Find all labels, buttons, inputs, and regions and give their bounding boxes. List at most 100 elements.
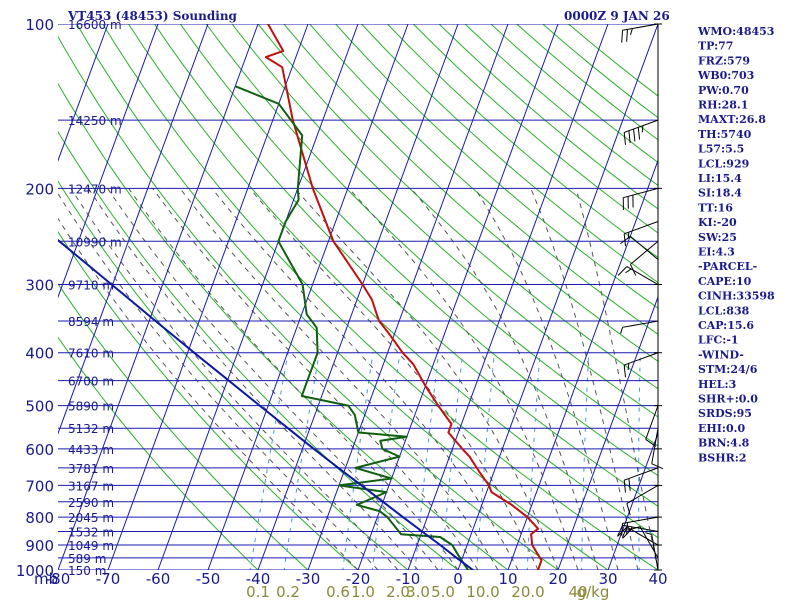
moist-adiabat-line xyxy=(58,192,379,570)
moist-adiabat-line xyxy=(575,188,658,570)
isotherm-line xyxy=(257,24,459,570)
stability-index-item: EI:4.3 xyxy=(698,246,735,259)
stability-index-item: BRN:4.8 xyxy=(698,437,750,450)
wind-barb xyxy=(623,221,659,247)
temperature-tick-label: -80 xyxy=(46,570,71,588)
moist-adiabat-line xyxy=(58,217,359,570)
pressure-tick-label: 1000 xyxy=(16,562,54,580)
wind-barb-flag xyxy=(651,463,664,470)
height-tick-label: 2045 m xyxy=(68,511,114,525)
stability-index-item: CAP:15.6 xyxy=(698,319,754,332)
wind-barb xyxy=(645,405,659,447)
wind-barb-staff xyxy=(630,240,659,265)
wind-barb-flag xyxy=(623,480,626,493)
chart-series xyxy=(58,24,543,570)
height-tick-label: 10990 m xyxy=(68,235,122,249)
stability-index-item: MAXT:26.8 xyxy=(698,113,766,126)
wind-barb-staff xyxy=(645,405,659,440)
pressure-tick-label: 600 xyxy=(25,441,54,459)
wind-barb xyxy=(621,23,659,43)
mixing-ratio-tick-label: 0.6 xyxy=(326,583,350,600)
moist-adiabat-line xyxy=(249,188,539,570)
stability-index-item: TH:5740 xyxy=(698,128,752,141)
wind-barb-staff xyxy=(622,320,659,328)
moist-adiabat-line xyxy=(87,188,419,570)
wind-barb-staff xyxy=(630,236,659,260)
temperature-tick-label: 20 xyxy=(548,570,567,588)
wind-barb-flag xyxy=(641,125,644,133)
temperature-tick-label: -70 xyxy=(96,570,121,588)
wind-barb-flag xyxy=(645,439,657,447)
height-tick-label: 3167 m xyxy=(68,479,114,493)
moist-adiabat-line xyxy=(348,188,579,570)
wind-barb-flag xyxy=(626,29,628,42)
dewpoint-profile-line xyxy=(234,85,472,570)
stability-index-item: FRZ:579 xyxy=(698,54,750,67)
dry-adiabat-line xyxy=(102,24,658,570)
wind-barb-flag xyxy=(617,526,628,537)
temperature-tick-label: 0 xyxy=(453,570,463,588)
wind-barb xyxy=(623,119,659,145)
stability-index-item: PW:0.70 xyxy=(698,84,749,97)
wind-barb xyxy=(623,352,659,378)
wind-barb xyxy=(620,320,659,334)
wind-barb xyxy=(617,266,659,285)
wind-barb-flag xyxy=(623,132,626,145)
wind-barb-staff xyxy=(651,428,659,464)
wind-barb-flag xyxy=(645,532,652,536)
wind-barb-flag xyxy=(617,266,628,276)
pressure-tick-label: 800 xyxy=(25,509,54,527)
temperature-tick-label: -40 xyxy=(246,570,271,588)
stability-index-item: TP:77 xyxy=(698,40,733,53)
stability-index-item: BSHR:2 xyxy=(698,451,747,464)
pressure-tick-label: 200 xyxy=(25,180,54,198)
dry-adiabat-line xyxy=(205,24,658,447)
isotherm-line xyxy=(507,159,658,570)
isotherm-line xyxy=(357,24,559,570)
mixing-ratio-tick-label: 1.0 xyxy=(351,583,375,600)
stability-index-item: RH:28.1 xyxy=(698,99,748,112)
isotherm-line xyxy=(607,432,658,570)
wind-barb-flag xyxy=(627,526,641,531)
wind-barb-staff xyxy=(624,467,659,481)
stability-index-item: WB0:703 xyxy=(697,69,754,82)
temperature-tick-label: -50 xyxy=(196,570,221,588)
wind-barb-staff xyxy=(626,484,659,504)
wind-barb-flag xyxy=(628,478,631,491)
isotherm-line xyxy=(0,24,8,570)
wind-barb xyxy=(623,467,659,493)
height-tick-label: 16600 m xyxy=(68,18,122,32)
dry-adiabat-line xyxy=(361,24,658,284)
height-tick-label: 1532 m xyxy=(68,526,114,540)
mixing-ratio-tick-label: 3.0 xyxy=(406,583,430,600)
stability-index-item: -WIND- xyxy=(698,348,744,361)
temperature-tick-label: 10 xyxy=(498,570,517,588)
mixing-ratio-tick-label: 2.0 xyxy=(386,583,410,600)
temperature-tick-label: -10 xyxy=(396,570,421,588)
height-tick-label: 6700 m xyxy=(68,375,114,389)
pressure-tick-label: 400 xyxy=(25,345,54,363)
mixing-ratio-tick-label: g/kg xyxy=(577,583,610,600)
mixing-ratio-line xyxy=(581,352,590,570)
mixing-ratio-tick-label: 5.0 xyxy=(431,583,455,600)
parcel-profile-line xyxy=(58,238,475,570)
wind-barb-staff xyxy=(623,187,659,199)
pressure-tick-label: 900 xyxy=(25,537,54,555)
dry-adiabat-line xyxy=(58,180,409,570)
wind-barb-flag xyxy=(628,130,631,144)
pressure-tick-label: 300 xyxy=(25,277,54,295)
height-tick-label: 4433 m xyxy=(68,443,114,457)
isotherm-line xyxy=(58,24,159,299)
mixing-ratio-line xyxy=(638,352,641,570)
stability-index-item: SI:18.4 xyxy=(698,187,742,200)
wind-barb-flag xyxy=(621,30,624,43)
isotherm-line xyxy=(407,24,609,570)
mixing-ratio-line xyxy=(371,352,401,570)
stability-index-item: STM:24/6 xyxy=(698,363,758,376)
chart-background-lines xyxy=(0,24,658,570)
dry-adiabat-line xyxy=(179,24,658,477)
temperature-tick-label: 40 xyxy=(648,570,667,588)
